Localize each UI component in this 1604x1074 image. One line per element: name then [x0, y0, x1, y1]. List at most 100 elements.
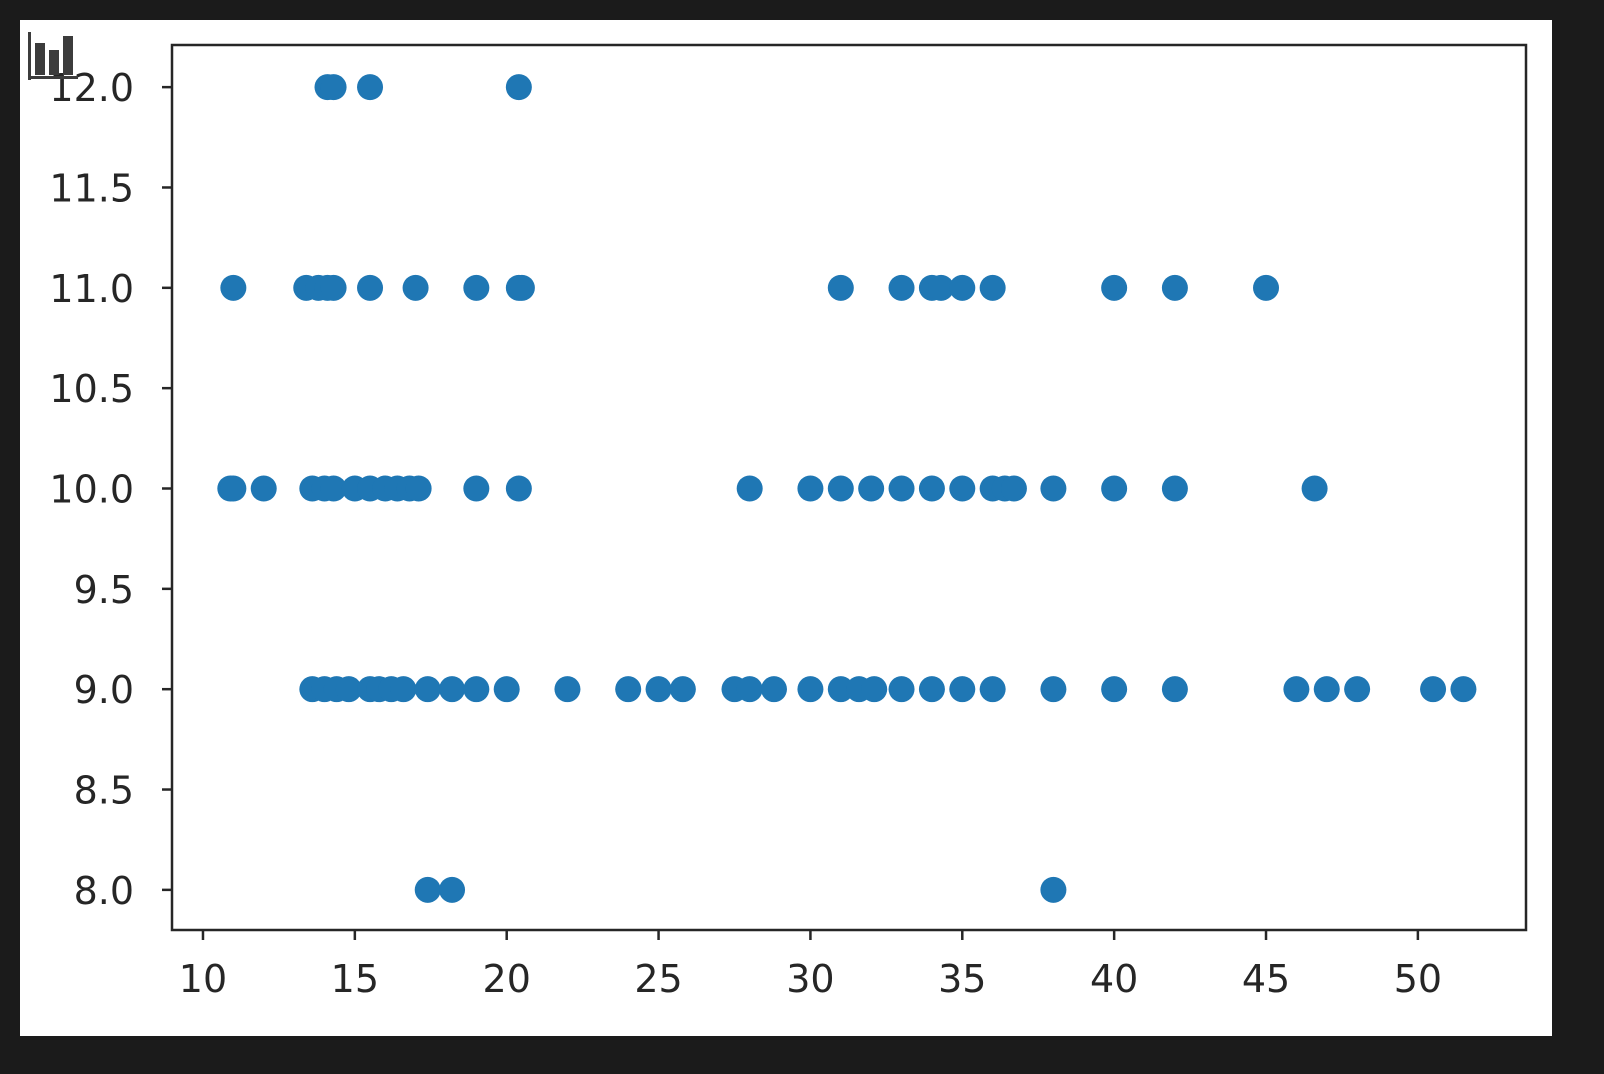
scatter-points	[217, 74, 1477, 903]
x-tick: 10	[179, 930, 227, 1001]
scatter-point	[1313, 676, 1340, 703]
x-tick: 20	[483, 930, 531, 1001]
scatter-point	[1040, 475, 1067, 502]
scatter-point	[928, 274, 955, 301]
x-tick-label: 35	[938, 957, 986, 1001]
scatter-point	[918, 475, 945, 502]
y-tick: 11.0	[49, 267, 172, 311]
scatter-point	[220, 475, 247, 502]
scatter-point	[320, 274, 347, 301]
scatter-point	[1450, 676, 1477, 703]
scatter-point	[405, 475, 432, 502]
x-tick-label: 45	[1242, 957, 1290, 1001]
y-tick-label: 10.5	[49, 367, 134, 411]
scatter-point	[220, 274, 247, 301]
scatter-point	[1101, 676, 1128, 703]
scatter-point	[645, 676, 672, 703]
scatter-point	[320, 74, 347, 101]
scatter-point	[736, 676, 763, 703]
scatter-point	[949, 475, 976, 502]
y-tick-label: 10.0	[49, 468, 134, 512]
x-tick-label: 40	[1090, 957, 1138, 1001]
y-axis: 8.0 8.5 9.0 9.5 10.0 10.5 11.0 11.5 12.0	[49, 66, 172, 913]
scatter-point	[827, 274, 854, 301]
y-tick-label: 8.0	[74, 869, 134, 913]
bar-chart-icon[interactable]	[28, 32, 78, 80]
y-tick-label: 12.0	[49, 66, 134, 110]
scatter-point	[1040, 876, 1067, 903]
scatter-point	[554, 676, 581, 703]
scatter-point	[949, 676, 976, 703]
scatter-point	[1101, 475, 1128, 502]
scatter-point	[979, 274, 1006, 301]
scatter-point	[439, 876, 466, 903]
scatter-point	[797, 475, 824, 502]
scatter-point	[760, 676, 787, 703]
x-tick: 45	[1242, 930, 1290, 1001]
scatter-point	[918, 676, 945, 703]
x-tick-label: 15	[331, 957, 379, 1001]
x-tick: 50	[1394, 930, 1442, 1001]
scatter-point	[414, 676, 441, 703]
y-tick: 8.0	[74, 869, 172, 913]
y-tick: 8.5	[74, 769, 172, 813]
scatter-point	[888, 475, 915, 502]
x-tick: 40	[1090, 930, 1138, 1001]
scatter-point	[357, 74, 384, 101]
scatter-point	[827, 475, 854, 502]
scatter-point	[463, 676, 490, 703]
scatter-point	[320, 475, 347, 502]
scatter-point	[669, 676, 696, 703]
scatter-point	[250, 475, 277, 502]
scatter-point	[888, 676, 915, 703]
scatter-point	[1161, 475, 1188, 502]
scatter-point	[1040, 676, 1067, 703]
scatter-point	[979, 676, 1006, 703]
y-tick-label: 8.5	[74, 769, 134, 813]
y-tick-label: 9.0	[74, 668, 134, 712]
x-tick: 30	[786, 930, 835, 1001]
scatter-point	[335, 676, 362, 703]
scatter-point	[505, 74, 532, 101]
x-tick-label: 20	[483, 957, 531, 1001]
scatter-point	[797, 676, 824, 703]
scatter-point	[357, 274, 384, 301]
scatter-point	[888, 274, 915, 301]
y-tick-label: 11.0	[49, 267, 134, 311]
y-tick-label: 11.5	[49, 166, 134, 210]
scatter-point	[1283, 676, 1310, 703]
scatter-point	[615, 676, 642, 703]
x-tick: 25	[634, 930, 683, 1001]
scatter-point	[1420, 676, 1447, 703]
scatter-point	[861, 676, 888, 703]
scatter-point	[1253, 274, 1280, 301]
scatter-point	[390, 676, 417, 703]
y-tick: 9.0	[74, 668, 172, 712]
scatter-point	[1344, 676, 1371, 703]
scatter-point	[858, 475, 885, 502]
scatter-point	[505, 475, 532, 502]
scatter-point	[1000, 475, 1027, 502]
scatter-point	[508, 274, 535, 301]
x-axis: 10 15 20 25 30 35 40 45 50	[179, 930, 1442, 1001]
scatter-point	[1161, 274, 1188, 301]
scatter-point	[1161, 676, 1188, 703]
y-tick: 9.5	[74, 568, 172, 612]
scatter-point	[493, 676, 520, 703]
y-tick: 11.5	[49, 166, 172, 210]
x-tick-label: 50	[1394, 957, 1442, 1001]
scatter-point	[414, 876, 441, 903]
x-tick-label: 25	[634, 957, 682, 1001]
x-tick-label: 30	[786, 957, 834, 1001]
scatter-point	[463, 475, 490, 502]
scatter-point	[439, 676, 466, 703]
scatter-point	[1101, 274, 1128, 301]
y-tick: 10.0	[49, 468, 172, 512]
output-panel	[20, 20, 1552, 1036]
scatter-point	[402, 274, 429, 301]
y-tick-label: 9.5	[74, 568, 134, 612]
x-tick: 35	[938, 930, 986, 1001]
scatter-point	[463, 274, 490, 301]
x-tick: 15	[331, 930, 379, 1001]
